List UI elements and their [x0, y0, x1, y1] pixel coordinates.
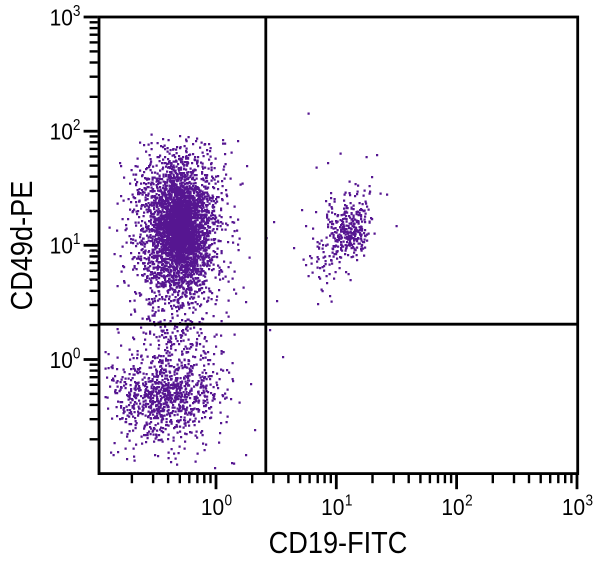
svg-text:10: 10 — [562, 494, 585, 520]
svg-text:1: 1 — [345, 493, 353, 510]
svg-text:100: 100 — [50, 346, 81, 373]
svg-text:103: 103 — [50, 3, 81, 30]
svg-text:CD19-FITC: CD19-FITC — [269, 527, 408, 561]
svg-text:10: 10 — [441, 494, 464, 520]
svg-text:0: 0 — [225, 493, 233, 510]
svg-text:3: 3 — [586, 493, 594, 510]
svg-text:10: 10 — [201, 494, 224, 520]
svg-text:10: 10 — [321, 494, 344, 520]
svg-text:2: 2 — [465, 493, 473, 510]
svg-text:CD49d-PE: CD49d-PE — [6, 181, 40, 311]
